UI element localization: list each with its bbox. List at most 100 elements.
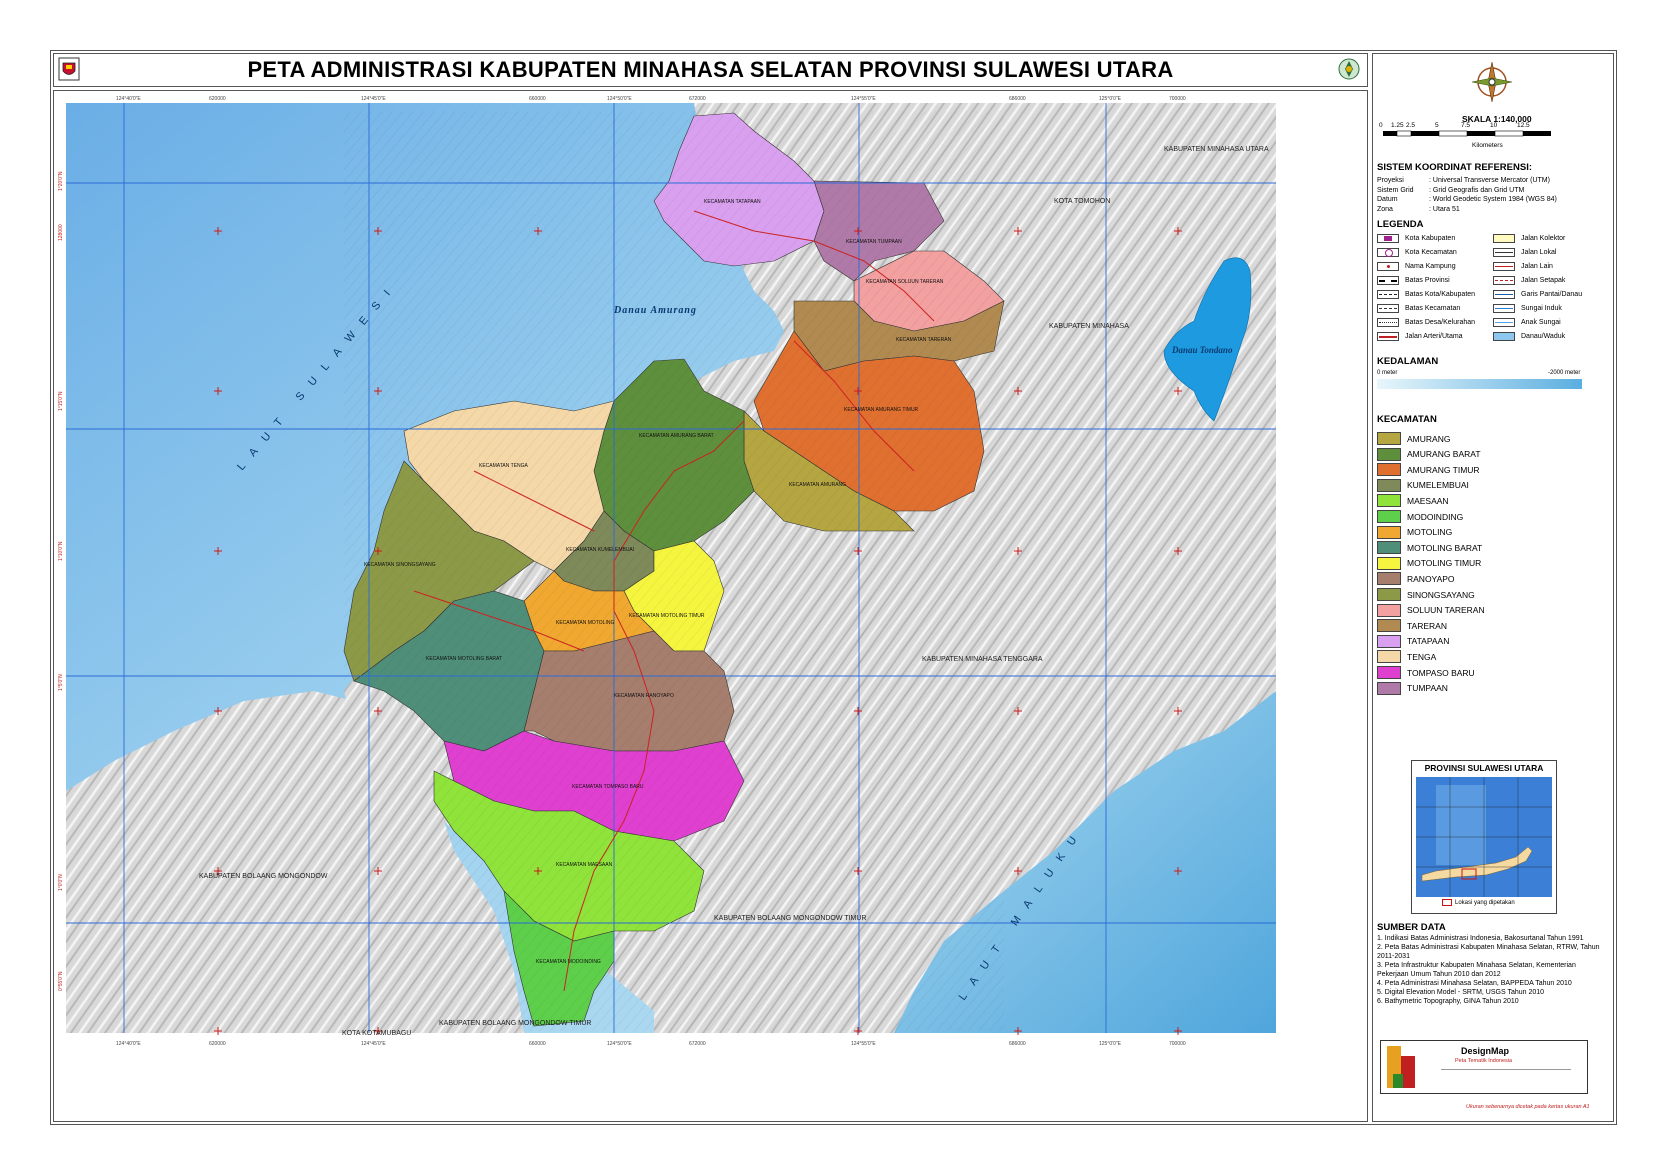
scale-unit: Kilometers: [1472, 142, 1503, 149]
sungai-induk-icon: [1493, 304, 1515, 313]
kecamatan-legend-item: TATAPAAN: [1377, 634, 1450, 648]
kecamatan-label: KECAMATAN MAESAAN: [556, 862, 613, 868]
provincial-emblem-icon: [58, 57, 80, 81]
kecamatan-legend-label: AMURANG: [1407, 433, 1451, 444]
batas-desa-icon: [1377, 318, 1399, 327]
kecamatan-legend-label: MOTOLING: [1407, 527, 1453, 538]
source-item: 6. Bathymetric Topography, GINA Tahun 20…: [1377, 998, 1519, 1005]
scale-tick: 10: [1490, 122, 1498, 129]
kecamatan-legend-item: SINONGSAYANG: [1377, 588, 1475, 601]
kecamatan-legend-item: KUMELEMBUAI: [1377, 478, 1469, 492]
kecamatan-label: KECAMATAN TARERAN: [896, 337, 952, 343]
jalan-setapak-icon: [1493, 276, 1515, 285]
source-item: 4. Peta Administrasi Minahasa Selatan, B…: [1377, 980, 1572, 987]
grid-label: 124°50'0"E: [607, 1041, 632, 1047]
kecamatan-swatch: [1377, 603, 1401, 617]
jalan-lain-icon: [1493, 262, 1515, 271]
kab-minahasa-utara-label: KABUPATEN MINAHASA UTARA: [1164, 146, 1269, 153]
grid-label: 660000: [529, 96, 546, 102]
kecamatan-label: KECAMATAN SINONGSAYANG: [364, 562, 436, 568]
grid-label: 620000: [209, 96, 226, 102]
kecamatan-swatch: [1377, 463, 1401, 477]
grid-label: 686000: [1009, 1041, 1026, 1047]
legend-label: Garis Pantai/Danau: [1521, 291, 1583, 298]
grid-label: 672000: [689, 1041, 706, 1047]
grid-label: 1°0'0"N: [58, 874, 64, 891]
scale-tick: 0: [1379, 122, 1383, 129]
regency-emblem-icon: [1338, 58, 1360, 80]
legend-label: Batas Kecamatan: [1405, 305, 1461, 312]
legend-label: Jalan Kolektor: [1521, 235, 1566, 242]
depth-max: -2000 meter: [1548, 370, 1581, 376]
inset-map-canvas: [1416, 777, 1552, 897]
kecamatan-legend-item: AMURANG BARAT: [1377, 447, 1481, 461]
kota-kabupaten-icon: [1377, 234, 1399, 243]
source-list: 1. Indikasi Batas Administrasi Indonesia…: [1377, 934, 1607, 1006]
legend-panel: [1372, 53, 1614, 1122]
kecamatan-legend-label: MODOINDING: [1407, 511, 1464, 522]
inset-map: PROVINSI SULAWESI UTARA Lokasi yang dipe…: [1411, 760, 1557, 914]
grid-label: 672000: [689, 96, 706, 102]
grid-label: 0°55'0"N: [58, 971, 64, 991]
kecamatan-legend-item: MOTOLING: [1377, 525, 1453, 539]
kecamatan-swatch: [1377, 432, 1401, 445]
kecamatan-legend-item: TUMPAAN: [1377, 681, 1448, 695]
kecamatan-legend-label: TOMPASO BARU: [1407, 667, 1475, 678]
kecamatan-swatch: [1377, 525, 1401, 539]
jalan-lokal-icon: [1493, 248, 1515, 257]
kecamatan-legend-label: AMURANG TIMUR: [1407, 464, 1480, 475]
crs-value: : Utara 51: [1429, 205, 1460, 213]
kecamatan-legend-label: TENGA: [1407, 651, 1437, 662]
anak-sungai-icon: [1493, 318, 1515, 327]
legend-label: Jalan Lain: [1521, 263, 1553, 270]
batas-kota-kabupaten-icon: [1377, 290, 1399, 299]
kecamatan-label: KECAMATAN MOTOLING: [556, 620, 614, 626]
crs-table: Proyeksi: Universal Transverse Mercator …: [1377, 176, 1607, 214]
kab-bolmong-timur-south-label: KABUPATEN BOLAANG MONGONDOW TIMUR: [439, 1020, 591, 1027]
kecamatan-legend-item: MAESAAN: [1377, 494, 1449, 508]
mapped-location-icon: [1442, 899, 1452, 906]
nama-kampung-icon: [1377, 262, 1399, 271]
grid-label: 125°0'0"E: [1099, 1041, 1122, 1047]
footer-note: Ukuran sebenarnya dicetak pada kertas uk…: [1466, 1104, 1590, 1110]
kecamatan-swatch: [1377, 681, 1401, 695]
kecamatan-label: KECAMATAN SOLUUN TARERAN: [866, 279, 944, 285]
kecamatan-label: KECAMATAN MOTOLING TIMUR: [629, 613, 705, 619]
utm-crosses: [214, 227, 1182, 1035]
danau-amurang-label: Danau Amurang: [613, 305, 697, 316]
source-item: 2. Peta Batas Administrasi Kabupaten Min…: [1377, 944, 1600, 960]
batas-kecamatan-icon: [1377, 304, 1399, 313]
legend-label: Sungai Induk: [1521, 305, 1562, 312]
danau-tondano-label: Danau Tondano: [1171, 345, 1233, 355]
grid-label: 686000: [1009, 96, 1026, 102]
kab-bolmong-label: KABUPATEN BOLAANG MONGONDOW: [199, 873, 328, 880]
batas-provinsi-icon: [1377, 276, 1399, 285]
legend-label: Batas Desa/Kelurahan: [1405, 319, 1476, 326]
danau-tondano-lake: [1163, 257, 1252, 422]
kecamatan-legend-label: MAESAAN: [1407, 495, 1449, 506]
kecamatan-legend-label: KUMELEMBUAI: [1407, 480, 1469, 491]
brand-divider: [1441, 1069, 1571, 1070]
legend-label: Anak Sungai: [1521, 319, 1561, 326]
kab-minahasa-label: KABUPATEN MINAHASA: [1049, 323, 1129, 330]
kecamatan-label: KECAMATAN KUMELEMBUAI: [566, 547, 634, 553]
legend-label: Jalan Setapak: [1521, 277, 1566, 284]
grid-label: 128000: [58, 224, 64, 241]
kecamatan-swatch: [1377, 447, 1401, 461]
kecamatan-label: KECAMATAN RANOYAPO: [614, 693, 674, 699]
jalan-kolektor-icon: [1493, 234, 1515, 243]
map-frame[interactable]: Danau Tondano Danau Amurang: [53, 90, 1368, 1122]
kecamatan-legend-item: AMURANG TIMUR: [1377, 463, 1480, 477]
map-canvas[interactable]: Danau Tondano Danau Amurang: [54, 91, 1367, 1121]
grid-label: 124°45'0"E: [361, 96, 386, 102]
legend-label: Batas Provinsi: [1405, 277, 1450, 284]
kecamatan-legend-label: TATAPAAN: [1407, 636, 1450, 647]
depth-title: KEDALAMAN: [1377, 356, 1439, 367]
kecamatan-legend-item: SOLUUN TARERAN: [1377, 603, 1485, 617]
kecamatan-legend-item: MODOINDING: [1377, 510, 1463, 523]
kecamatan-swatch: [1377, 541, 1401, 555]
danau-waduk-icon: [1493, 332, 1515, 341]
crs-key: Sistem Grid: [1377, 186, 1414, 194]
kecamatan-legend-label: MOTOLING BARAT: [1407, 542, 1483, 553]
kecamatan-label: KECAMATAN AMURANG TIMUR: [844, 407, 919, 413]
